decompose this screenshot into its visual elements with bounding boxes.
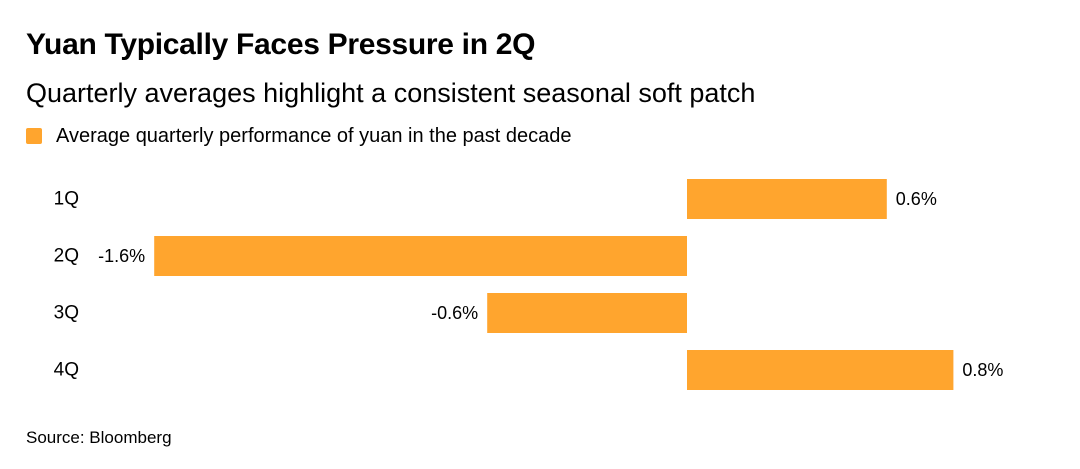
- bar-3q: [487, 293, 687, 333]
- bar-chart: 1Q 0.6% 2Q -1.6% 3Q -0.6% 4Q 0.8%: [54, 179, 1003, 390]
- category-label-2q: 2Q: [54, 246, 79, 267]
- legend-swatch: [26, 128, 42, 144]
- bar-1q: [687, 179, 887, 219]
- value-label-1q: 0.6%: [896, 189, 937, 209]
- bar-4q: [687, 350, 954, 390]
- category-label-1q: 1Q: [54, 189, 79, 210]
- category-label-3q: 3Q: [54, 303, 79, 324]
- bar-2q: [154, 236, 687, 276]
- chart-title: Yuan Typically Faces Pressure in 2Q: [26, 28, 536, 61]
- legend-label: Average quarterly performance of yuan in…: [56, 124, 572, 147]
- category-label-4q: 4Q: [54, 360, 79, 381]
- chart-subtitle: Quarterly averages highlight a consisten…: [26, 78, 756, 108]
- source-note: Source: Bloomberg: [26, 428, 172, 447]
- legend: Average quarterly performance of yuan in…: [26, 124, 572, 148]
- value-label-2q: -1.6%: [98, 246, 145, 266]
- value-label-3q: -0.6%: [431, 303, 478, 323]
- value-label-4q: 0.8%: [962, 360, 1003, 380]
